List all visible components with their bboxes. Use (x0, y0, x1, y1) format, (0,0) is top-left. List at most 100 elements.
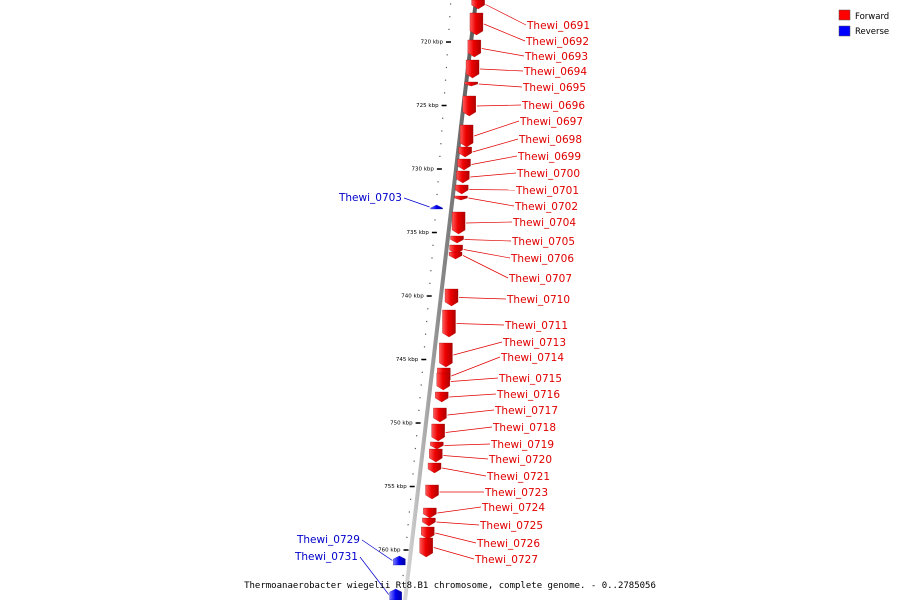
legend-label-reverse: Reverse (855, 27, 889, 37)
gene-arrow-forward[interactable] (442, 309, 456, 338)
gene-arrow-forward[interactable] (429, 448, 443, 463)
gene-arrow-forward[interactable] (465, 59, 480, 79)
axis-minor-tick (414, 447, 416, 450)
gene-arrow-forward[interactable] (451, 211, 466, 235)
gene-label[interactable]: Thewi_0691 (526, 20, 590, 32)
gene-arrow-forward[interactable] (454, 195, 468, 201)
axis-minor-tick (436, 193, 438, 196)
gene-leader-line (450, 377, 499, 382)
gene-arrow-forward[interactable] (450, 235, 464, 244)
gene-arrow-forward[interactable] (448, 251, 463, 260)
gene-label[interactable]: Thewi_0720 (488, 454, 552, 466)
gene-label[interactable]: Thewi_0711 (504, 320, 568, 332)
axis-tick-label: 735 kbp (406, 230, 429, 236)
gene-label[interactable]: Thewi_0692 (525, 36, 589, 48)
gene-leader-line (472, 138, 519, 153)
gene-label[interactable]: Thewi_0723 (484, 487, 548, 499)
gene-arrow-forward[interactable] (467, 39, 481, 58)
gene-label[interactable]: Thewi_0703 (338, 192, 402, 204)
gene-arrow-forward[interactable] (464, 81, 478, 87)
gene-label[interactable]: Thewi_0696 (521, 100, 585, 112)
gene-arrow-reverse[interactable] (389, 588, 402, 600)
gene-label[interactable]: Thewi_0698 (518, 134, 582, 146)
gene-arrow-forward[interactable] (419, 537, 433, 558)
axis-minor-tick (442, 117, 444, 119)
gene-label[interactable]: Thewi_0716 (496, 389, 560, 401)
gene-label[interactable]: Thewi_0727 (474, 554, 538, 566)
gene-arrow-reverse[interactable] (430, 204, 443, 210)
gene-label[interactable]: Thewi_0706 (510, 253, 574, 265)
gene-arrow-forward[interactable] (439, 342, 453, 368)
gene-leader-line (463, 249, 511, 259)
gene-label[interactable]: Thewi_0701 (515, 185, 579, 197)
gene-label[interactable]: Thewi_0724 (481, 502, 545, 514)
gene-label[interactable]: Thewi_0719 (490, 439, 554, 451)
gene-arrow-forward[interactable] (422, 517, 436, 527)
gene-arrow-forward[interactable] (444, 288, 459, 307)
gene-leader-line (436, 521, 480, 526)
gene-label[interactable]: Thewi_0693 (524, 51, 588, 63)
gene-arrow-forward[interactable] (431, 423, 445, 442)
legend-swatch-reverse (838, 25, 851, 37)
gene-label[interactable]: Thewi_0714 (500, 352, 564, 364)
gene-label[interactable]: Thewi_0704 (512, 217, 576, 229)
gene-label[interactable]: Thewi_0707 (508, 273, 572, 285)
axis-minor-tick (434, 219, 436, 221)
axis-minor-tick (430, 270, 432, 272)
gene-label[interactable]: Thewi_0702 (514, 201, 578, 213)
gene-label[interactable]: Thewi_0695 (522, 82, 586, 94)
axis-minor-tick (425, 333, 427, 335)
gene-arrow-forward[interactable] (423, 507, 437, 519)
gene-leader-line (445, 426, 493, 433)
gene-label[interactable]: Thewi_0700 (516, 168, 580, 180)
gene-label[interactable]: Thewi_0710 (506, 294, 570, 306)
axis-tick-label: 760 kbp (378, 548, 401, 554)
gene-label[interactable]: Thewi_0729 (296, 534, 360, 546)
gene-arrow-forward[interactable] (433, 407, 447, 423)
gene-leader-line (443, 455, 489, 460)
gene-arrow-forward[interactable] (436, 372, 450, 391)
axis-minor-tick (416, 435, 418, 437)
gene-arrow-forward[interactable] (462, 95, 476, 117)
gene-leader-line (466, 221, 513, 224)
gene-leader-line (447, 409, 495, 416)
gene-label[interactable]: Thewi_0725 (479, 520, 543, 532)
gene-arrow-forward[interactable] (430, 441, 444, 450)
axis-minor-tick (412, 473, 414, 475)
axis-minor-tick (450, 3, 452, 5)
gene-label[interactable]: Thewi_0713 (502, 337, 566, 349)
axis-minor-tick (431, 257, 433, 259)
gene-label[interactable]: Thewi_0717 (494, 405, 558, 417)
gene-label[interactable]: Thewi_0705 (511, 236, 575, 248)
gene-leader-line (459, 297, 507, 300)
gene-arrow-forward[interactable] (456, 170, 470, 184)
axis-minor-tick (408, 511, 410, 513)
axis-minor-tick (437, 181, 439, 183)
gene-leader-line (433, 547, 475, 560)
gene-arrow-forward[interactable] (435, 391, 449, 403)
gene-label[interactable]: Thewi_0731 (294, 551, 358, 563)
axis-minor-tick (444, 79, 447, 81)
axis-tick-label: 725 kbp (416, 103, 439, 109)
gene-label[interactable]: Thewi_0694 (523, 66, 587, 78)
gene-arrow-forward[interactable] (457, 158, 471, 171)
gene-arrow-reverse[interactable] (393, 555, 406, 566)
gene-label[interactable]: Thewi_0721 (486, 471, 550, 483)
gene-arrow-forward[interactable] (455, 184, 469, 195)
gene-arrow-forward[interactable] (469, 12, 484, 36)
gene-leader-line (359, 556, 389, 595)
gene-label[interactable]: Thewi_0699 (517, 151, 581, 163)
gene-arrow-forward[interactable] (471, 0, 485, 10)
gene-label[interactable]: Thewi_0718 (492, 422, 556, 434)
gene-label[interactable]: Thewi_0697 (519, 116, 583, 128)
gene-arrow-forward[interactable] (459, 124, 474, 148)
axis-minor-tick (448, 28, 450, 30)
gene-arrow-forward[interactable] (458, 146, 472, 158)
gene-arrow-forward[interactable] (425, 484, 439, 500)
gene-label[interactable]: Thewi_0726 (476, 538, 540, 550)
gene-label[interactable]: Thewi_0715 (498, 373, 562, 385)
gene-arrow-forward[interactable] (427, 462, 442, 474)
axis-minor-tick (444, 92, 446, 94)
gene-arrow-forward[interactable] (421, 526, 435, 540)
